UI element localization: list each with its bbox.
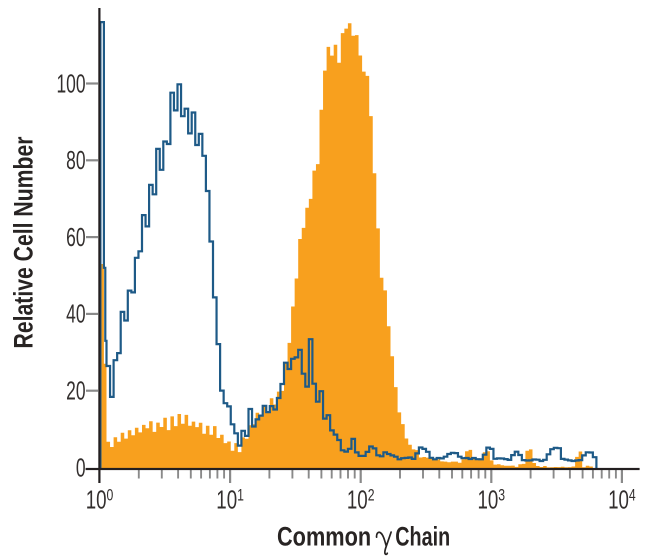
svg-text:101: 101 <box>216 484 244 514</box>
svg-text:104: 104 <box>608 484 636 514</box>
svg-text:Chain: Chain <box>395 522 450 551</box>
svg-text:103: 103 <box>477 484 505 514</box>
svg-text:40: 40 <box>66 299 85 328</box>
svg-text:80: 80 <box>66 146 85 175</box>
svg-text:102: 102 <box>347 484 375 514</box>
svg-text:100: 100 <box>56 69 85 98</box>
svg-text:20: 20 <box>66 376 85 405</box>
svg-text:0: 0 <box>76 453 86 482</box>
svg-text:100: 100 <box>86 484 114 514</box>
svg-text:Common: Common <box>277 523 371 553</box>
svg-text:60: 60 <box>66 222 85 251</box>
svg-text:Relative Cell Number: Relative Cell Number <box>9 137 39 349</box>
